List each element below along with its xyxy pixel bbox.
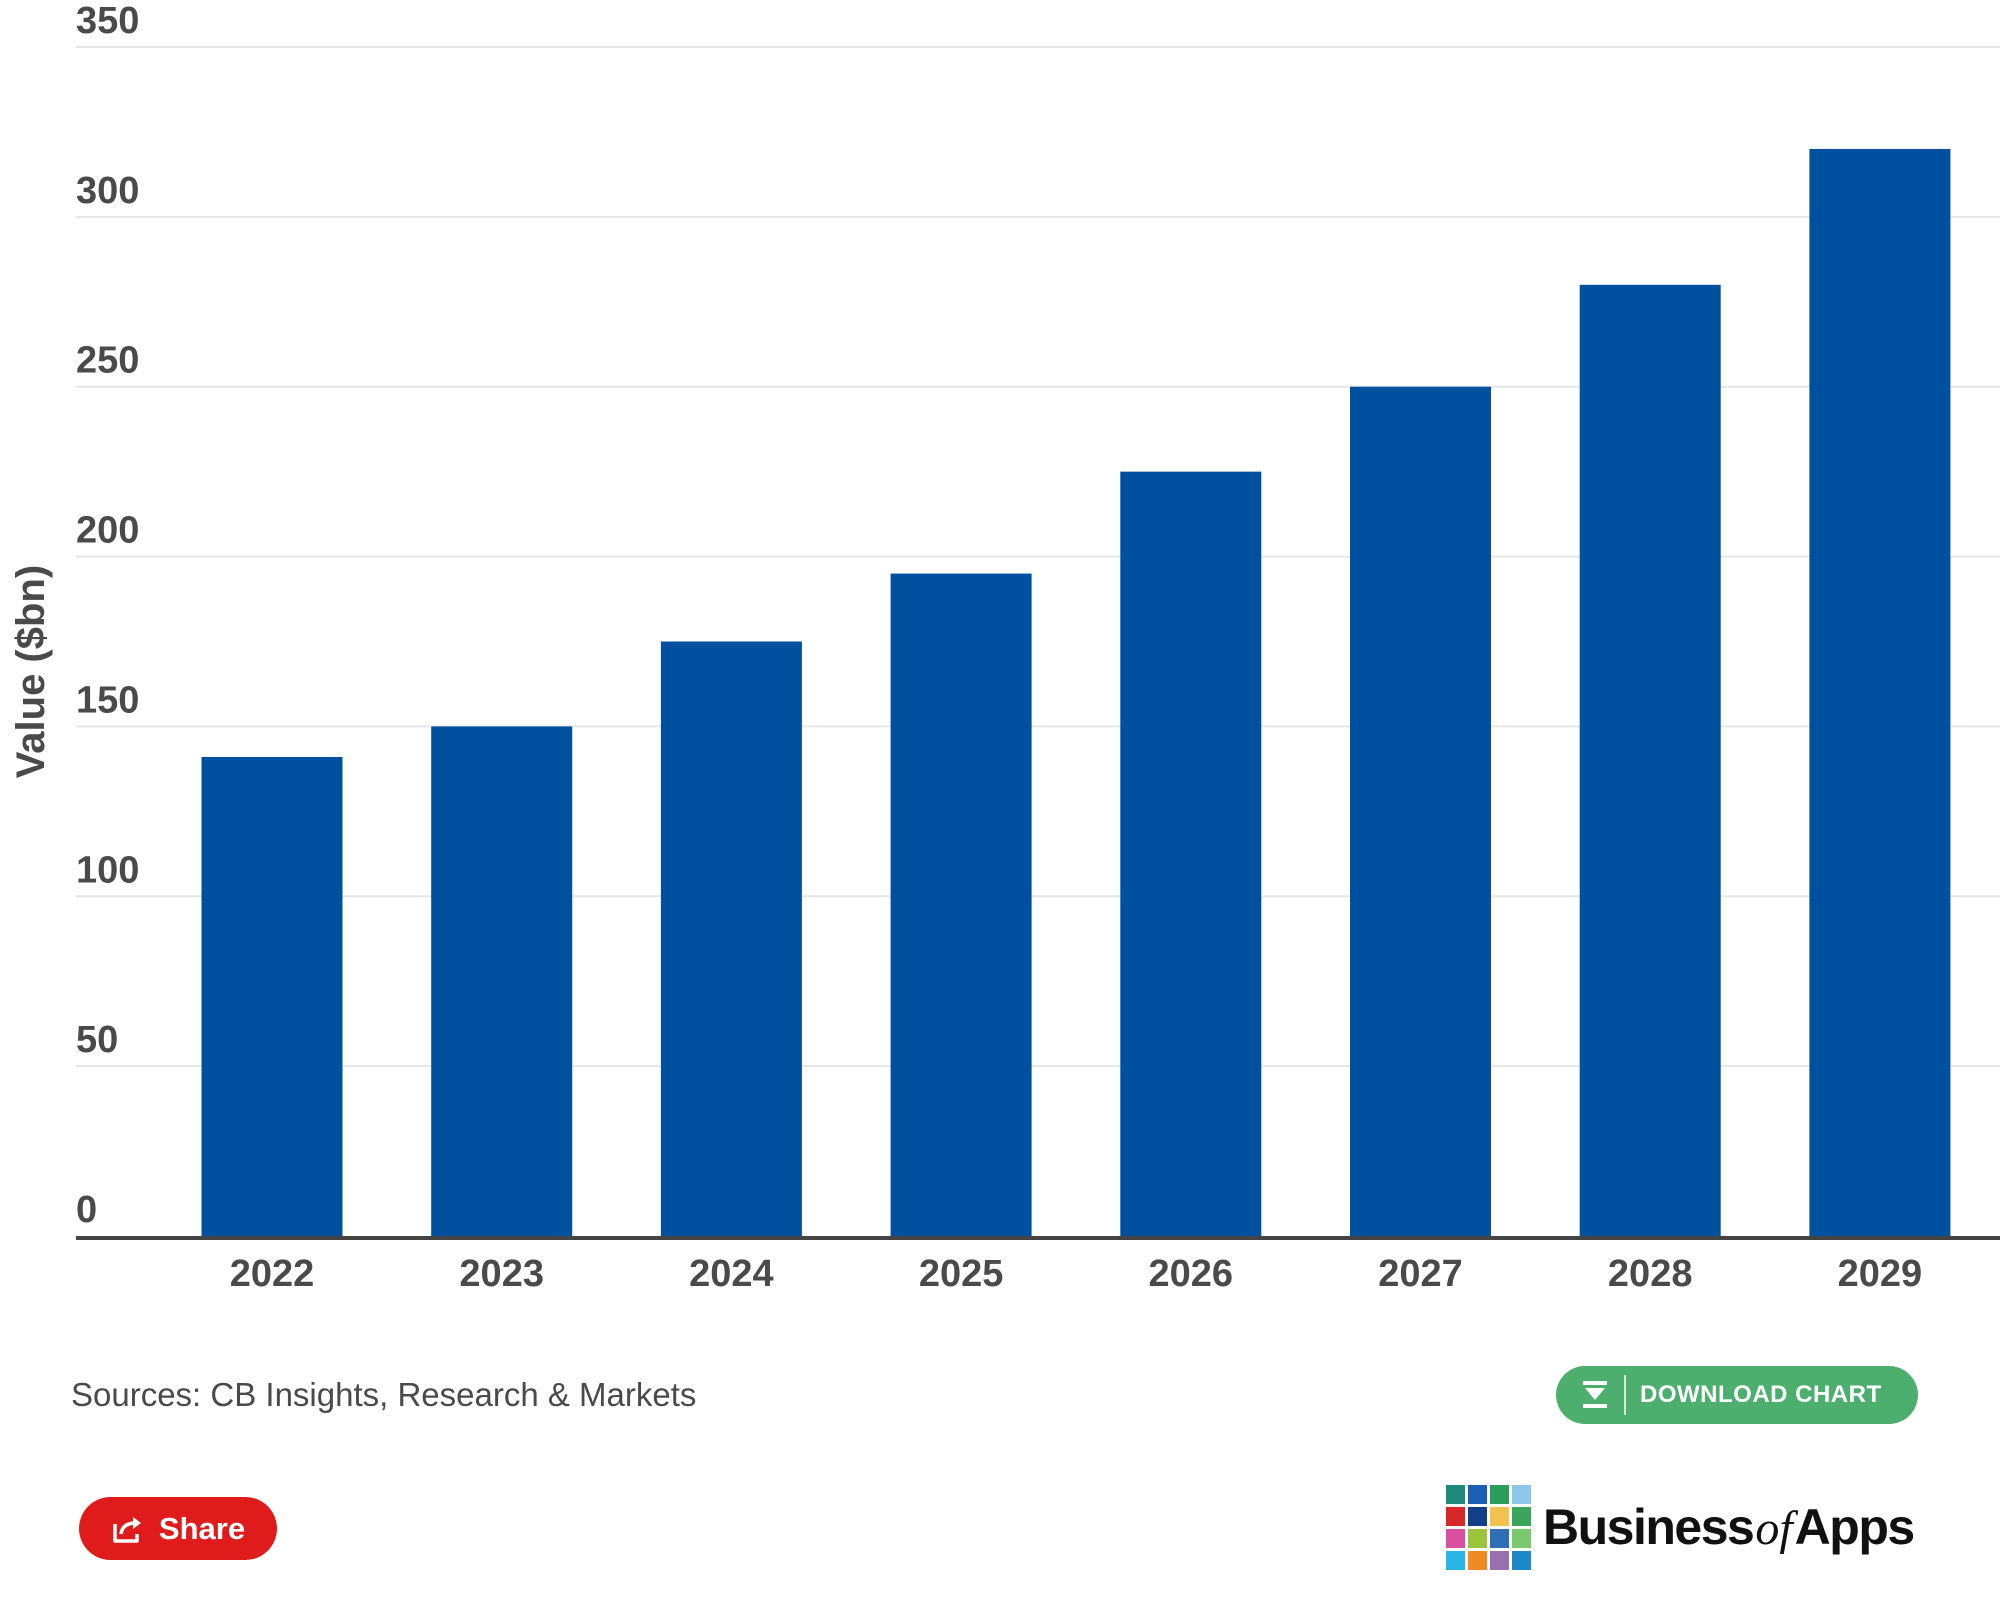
y-tick-label: 350 <box>76 0 139 42</box>
logo-square <box>1512 1506 1531 1526</box>
y-axis-title: Value ($bn) <box>9 565 53 778</box>
logo-square <box>1512 1484 1531 1504</box>
sources-note: Sources: CB Insights, Research & Markets <box>71 1376 697 1413</box>
logo-square <box>1490 1506 1509 1526</box>
logo-square <box>1468 1528 1487 1548</box>
x-tick-label: 2022 <box>230 1253 315 1295</box>
logo-square <box>1446 1506 1465 1526</box>
bar-2025 <box>890 573 1032 1236</box>
y-tick-label: 0 <box>76 1189 97 1231</box>
y-tick-label: 150 <box>76 679 139 721</box>
logo-mark <box>1446 1484 1531 1570</box>
share-label: Share <box>158 1510 246 1546</box>
bar-2027 <box>1350 386 1491 1236</box>
y-axis-tick-labels: 0 50 100 150 200 250 300 350 <box>76 0 139 1231</box>
y-tick-label: 250 <box>76 340 139 382</box>
logo-square <box>1446 1484 1465 1504</box>
logo-square <box>1490 1528 1509 1548</box>
logo-square <box>1512 1550 1531 1570</box>
download-icon <box>1580 1379 1610 1411</box>
bar-2026 <box>1120 471 1262 1237</box>
bars <box>201 148 1951 1237</box>
logo-square <box>1446 1550 1465 1570</box>
bar-2022 <box>201 757 343 1236</box>
x-tick-label: 2026 <box>1149 1253 1234 1295</box>
logo-square <box>1490 1484 1509 1504</box>
logo-square <box>1468 1550 1487 1570</box>
logo-text-business: Business <box>1543 1499 1755 1555</box>
logo-square <box>1512 1528 1531 1548</box>
logo-text-apps: Apps <box>1794 1499 1916 1555</box>
download-chart-button[interactable]: DOWNLOAD CHART <box>1556 1366 1918 1424</box>
x-tick-label: 2025 <box>919 1253 1004 1295</box>
bar-2028 <box>1579 284 1721 1236</box>
x-tick-label: 2024 <box>689 1253 774 1295</box>
gridlines <box>76 46 2000 1068</box>
share-button[interactable]: Share <box>79 1497 277 1560</box>
bar-2024 <box>660 641 802 1236</box>
x-axis-tick-labels: 2022 2023 2024 2025 2026 2027 2028 2029 <box>230 1253 1922 1295</box>
bar-2029 <box>1809 148 1951 1236</box>
y-tick-label: 100 <box>76 849 139 891</box>
logo-square <box>1468 1506 1487 1526</box>
logo-text-of: of <box>1755 1502 1793 1555</box>
bar-2023 <box>431 726 573 1236</box>
x-tick-label: 2023 <box>459 1253 544 1295</box>
download-button-divider <box>1624 1375 1626 1415</box>
y-tick-label: 50 <box>76 1019 118 1061</box>
logo-square <box>1490 1550 1509 1570</box>
x-tick-label: 2029 <box>1838 1253 1923 1295</box>
x-tick-label: 2027 <box>1378 1253 1463 1295</box>
x-tick-label: 2028 <box>1608 1253 1693 1295</box>
share-icon <box>111 1512 145 1546</box>
logo-wordmark: BusinessofApps <box>1543 1498 1916 1556</box>
businessofapps-logo: BusinessofApps <box>1446 1482 1916 1572</box>
logo-square <box>1446 1528 1465 1548</box>
logo-square <box>1468 1484 1487 1504</box>
y-tick-label: 300 <box>76 170 139 212</box>
y-tick-label: 200 <box>76 510 139 552</box>
download-chart-label: DOWNLOAD CHART <box>1640 1381 1882 1408</box>
